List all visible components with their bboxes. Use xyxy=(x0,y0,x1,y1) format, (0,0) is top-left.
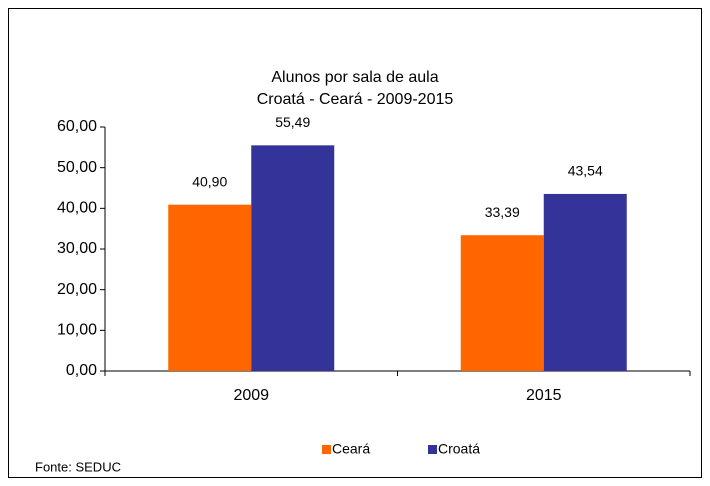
x-tick-label: 2009 xyxy=(233,387,269,404)
value-label: 55,49 xyxy=(275,114,310,130)
chart-title: Alunos por sala de aula xyxy=(271,69,438,86)
y-tick-label: 40,00 xyxy=(57,200,97,217)
value-label: 43,54 xyxy=(568,163,603,179)
y-tick-label: 60,00 xyxy=(57,118,97,135)
y-tick-label: 10,00 xyxy=(57,322,97,339)
y-tick-label: 0,00 xyxy=(66,362,97,379)
bar xyxy=(251,145,335,371)
legend-label: Croatá xyxy=(438,441,480,457)
bar xyxy=(168,204,252,371)
bar xyxy=(460,235,544,371)
value-label: 33,39 xyxy=(485,204,520,220)
legend-swatch xyxy=(428,445,437,454)
legend-label: Ceará xyxy=(332,441,370,457)
y-tick-label: 50,00 xyxy=(57,159,97,176)
bar xyxy=(543,193,627,371)
x-tick-label: 2015 xyxy=(526,387,562,404)
y-tick-label: 30,00 xyxy=(57,240,97,257)
chart-subtitle: Croatá - Ceará - 2009-2015 xyxy=(257,91,454,108)
value-label: 40,90 xyxy=(192,173,227,189)
y-tick-label: 20,00 xyxy=(57,281,97,298)
source-note: Fonte: SEDUC xyxy=(35,459,121,474)
legend-swatch xyxy=(322,445,331,454)
